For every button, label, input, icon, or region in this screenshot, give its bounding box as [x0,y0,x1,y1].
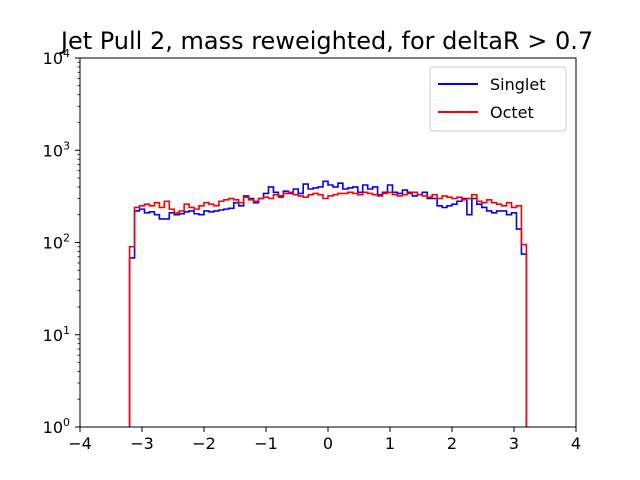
y-tick-label: 102 [43,232,70,253]
x-tick-label: 0 [323,434,333,453]
x-tick-label: −4 [68,434,92,453]
x-tick-label: −3 [130,434,154,453]
legend: Singlet Octet [429,66,567,132]
y-tick-label: 100 [43,416,70,437]
y-axis: 100 101 102 103 104 [43,47,80,437]
legend-label-singlet: Singlet [490,75,545,94]
x-tick-label: 1 [385,434,395,453]
chart-title: Jet Pull 2, mass reweighted, for deltaR … [59,27,593,55]
x-axis: −4 −3 −2 −1 0 1 2 3 4 [68,427,581,453]
series-singlet-line [128,180,528,427]
legend-label-octet: Octet [490,103,534,122]
series-layer [128,180,528,427]
x-tick-label: 4 [571,434,581,453]
x-tick-label: −2 [192,434,216,453]
x-tick-label: 2 [447,434,457,453]
y-tick-label: 104 [43,47,70,68]
x-tick-label: 3 [509,434,519,453]
series-octet-line [128,191,528,427]
y-tick-label: 103 [43,139,70,160]
y-tick-label: 101 [43,324,70,345]
x-tick-label: −1 [254,434,278,453]
